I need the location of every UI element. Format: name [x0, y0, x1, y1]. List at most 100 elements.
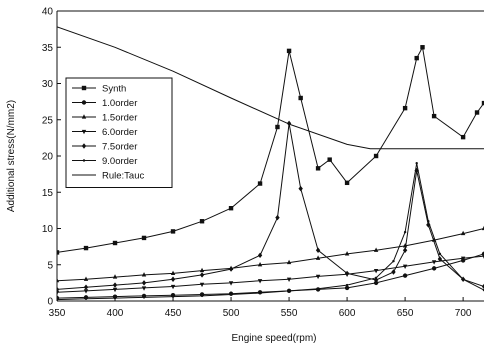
- data-point: [461, 278, 465, 281]
- data-point: [481, 100, 484, 106]
- data-point: [402, 247, 408, 253]
- data-point: [414, 55, 419, 61]
- legend-label: 9.0order: [102, 156, 137, 167]
- series-synth: [57, 45, 484, 255]
- legend-label: 6.0order: [102, 127, 137, 138]
- data-point: [482, 288, 484, 292]
- data-point: [170, 284, 176, 290]
- y-axis-title: Additional stress(N/mm2): [6, 100, 17, 212]
- data-point: [402, 105, 408, 111]
- data-point: [199, 219, 205, 224]
- data-point: [228, 281, 234, 286]
- series-group: [57, 26, 484, 301]
- data-point: [257, 261, 263, 267]
- data-point: [257, 279, 263, 284]
- data-point: [373, 247, 379, 252]
- data-point: [402, 264, 408, 269]
- data-point: [391, 269, 396, 275]
- data-point: [228, 266, 234, 272]
- x-tick-label: 650: [397, 308, 414, 319]
- data-point: [392, 259, 395, 263]
- data-point: [327, 157, 332, 162]
- data-point: [199, 272, 205, 278]
- series-rule-tauc: [57, 26, 484, 150]
- data-point: [171, 295, 175, 298]
- x-tick-label: 700: [455, 308, 472, 319]
- legend-marker: [81, 85, 87, 91]
- x-tick-label: 600: [339, 308, 356, 319]
- y-tick-label: 35: [42, 43, 54, 54]
- data-point: [141, 286, 147, 291]
- y-tick-label: 30: [42, 79, 54, 90]
- legend: Synth 1.0order 1.5order 6.0order 7.5order 9.0…: [65, 77, 173, 188]
- data-point: [438, 252, 442, 256]
- data-point: [199, 282, 205, 288]
- data-point: [420, 45, 425, 50]
- y-tick-label: 15: [42, 188, 54, 199]
- y-tick-label: 5: [47, 260, 53, 271]
- legend-marker: [81, 143, 87, 149]
- data-point: [257, 181, 263, 186]
- data-point: [431, 260, 437, 265]
- data-point: [141, 235, 147, 241]
- data-point: [170, 229, 176, 234]
- y-tick-label: 25: [42, 115, 54, 126]
- y-tick-label: 0: [47, 297, 53, 308]
- data-point: [427, 220, 430, 223]
- data-point: [257, 252, 263, 259]
- data-point: [315, 166, 321, 171]
- legend-entry: 1.0order: [72, 98, 137, 109]
- series-line: [57, 26, 484, 150]
- x-tick-label: 500: [223, 308, 240, 319]
- data-point: [481, 283, 484, 290]
- data-point: [460, 134, 466, 140]
- data-point: [374, 276, 378, 279]
- legend-label: 7.5order: [102, 142, 137, 153]
- series-line: [57, 255, 484, 293]
- series-9-0order: [57, 162, 484, 301]
- data-point: [402, 273, 408, 278]
- axes: 0 5 10 15 20 25 30 35 40 350 400 450 500 550 600 650 700: [42, 7, 484, 319]
- data-point: [112, 287, 118, 293]
- data-point: [403, 230, 407, 234]
- data-point: [431, 266, 437, 271]
- data-point: [460, 256, 466, 262]
- data-point: [298, 185, 303, 192]
- data-point: [200, 294, 204, 298]
- data-point: [481, 254, 484, 259]
- data-point: [315, 255, 321, 260]
- data-point: [142, 296, 146, 299]
- data-point: [286, 48, 292, 54]
- data-point: [344, 180, 350, 186]
- data-point: [141, 272, 147, 277]
- legend-entry: Rule:Tauc: [72, 171, 144, 182]
- data-point: [344, 285, 350, 291]
- series-6-0order: [57, 254, 484, 296]
- legend-entry: 6.0order: [72, 127, 137, 138]
- legend-label: 1.5order: [102, 113, 137, 124]
- data-point: [286, 277, 292, 283]
- data-point: [275, 214, 280, 221]
- data-point: [275, 124, 280, 130]
- legend-entry: 1.5order: [72, 113, 137, 124]
- data-point: [84, 297, 88, 301]
- data-point: [373, 280, 379, 286]
- x-tick-label: 550: [281, 308, 298, 319]
- data-point: [112, 282, 118, 288]
- data-point: [57, 277, 60, 283]
- data-point: [229, 293, 233, 296]
- data-point: [57, 298, 59, 301]
- data-point: [57, 286, 60, 293]
- series-line: [57, 253, 484, 299]
- data-point: [402, 243, 408, 248]
- data-point: [286, 259, 292, 265]
- data-point: [170, 270, 176, 276]
- legend-marker: [82, 159, 86, 162]
- data-point: [170, 276, 176, 282]
- series-1-5order: [57, 225, 484, 283]
- data-point: [481, 225, 484, 231]
- data-point: [112, 240, 118, 246]
- y-tick-label: 40: [42, 7, 54, 18]
- x-tick-label: 350: [49, 308, 66, 319]
